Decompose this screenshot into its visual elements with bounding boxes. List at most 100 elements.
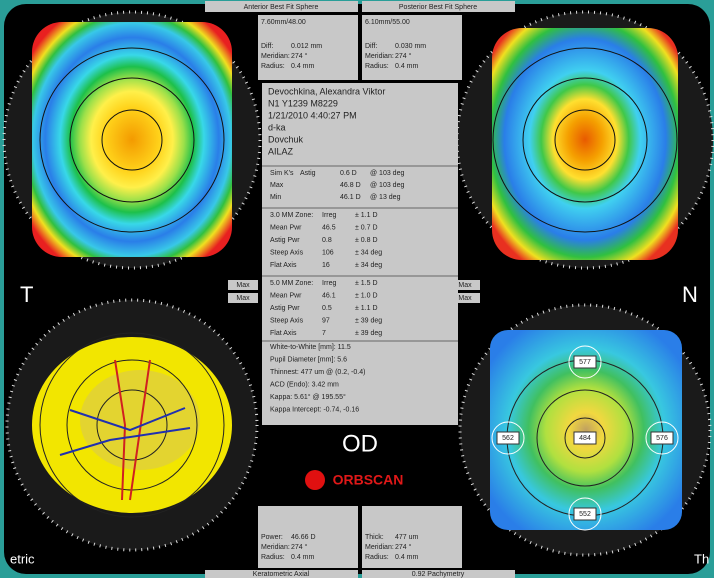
row-extra: @ 103 deg (370, 182, 404, 189)
box-value: 0.030 mm (395, 43, 426, 50)
row-label: Steep Axis (270, 249, 304, 256)
measurement: Pupil Diameter [mm]: 5.6 (270, 356, 347, 363)
row-value: 0.8 (322, 237, 332, 244)
row-label: Sim K's (270, 170, 294, 177)
pachymetry-value: 562 (502, 435, 514, 442)
patient-line: 1/21/2010 4:40:27 PM (268, 110, 357, 120)
box-value: 0.012 mm (291, 43, 322, 50)
eye-label: OD (342, 430, 378, 457)
side-label: T (20, 282, 33, 307)
max-label: Max (458, 282, 472, 289)
info-box (258, 506, 358, 568)
box-label: Meridian: (365, 544, 394, 551)
patient-line: d-ka (268, 122, 286, 132)
panel-dividers (262, 165, 458, 342)
axial-map (32, 22, 232, 257)
row-label: Mean Pwr (270, 224, 302, 231)
box-value: 274 ° (395, 543, 412, 551)
map-rings (492, 47, 678, 233)
label-bar (362, 1, 515, 12)
logo: ORBSCAN (333, 472, 404, 488)
row-value: 7 (322, 330, 326, 337)
box-value: 0.4 mm (395, 554, 419, 561)
max-button (228, 293, 258, 303)
row-label: 3.0 MM Zone: (270, 212, 313, 219)
row-extra: ± 1.0 D (355, 292, 378, 299)
row-label: 5.0 MM Zone: (270, 280, 313, 287)
box-label: Thick: (365, 534, 384, 541)
side-label: N (682, 282, 698, 307)
pachymetry-value: 577 (579, 359, 591, 366)
max-button (450, 293, 480, 303)
row-label: Flat Axis (270, 262, 297, 269)
summary-panel (262, 83, 458, 425)
row-value: 0.5 (322, 305, 332, 312)
footer-label: 0.92 Pachymetry (412, 571, 465, 578)
measurement: Thinnest: 477 um @ (0.2, -0.4) (270, 369, 365, 376)
box-value: 274 ° (395, 52, 412, 60)
row-extra: ± 34 deg (355, 249, 382, 256)
box-value: 46.66 D (291, 534, 316, 541)
steep-axis (114, 359, 151, 501)
box-title: 6.10mm/55.00 (365, 19, 410, 26)
max-button (450, 280, 480, 290)
label-bar (205, 570, 358, 578)
row-extra: ± 1.1 D (355, 212, 378, 219)
row-value: 16 (322, 262, 330, 269)
box-value: 0.4 mm (291, 554, 315, 561)
box-label: Radius: (365, 63, 389, 70)
label-bar (362, 570, 515, 578)
logo-mark (305, 470, 325, 490)
corner-label: Th (694, 551, 709, 566)
patient-line: Dovchuk (268, 134, 304, 144)
max-button (228, 280, 258, 290)
box-value: 274 ° (291, 52, 308, 60)
row-label: Flat Axis (270, 330, 297, 337)
box-label: Radius: (261, 554, 285, 561)
row-label: Astig Pwr (270, 305, 300, 312)
row-extra: ± 39 deg (355, 317, 382, 324)
box-value: 274 ° (291, 543, 308, 551)
box-label: Power: (261, 534, 283, 541)
max-label: Max (236, 295, 250, 302)
row-extra: ± 39 deg (355, 330, 382, 337)
row-extra: ± 34 deg (355, 262, 382, 269)
box-title: 7.60mm/48.00 (261, 19, 306, 26)
row-extra: ± 0.7 D (355, 224, 378, 231)
row-label: Steep Axis (270, 317, 304, 324)
map-rings (491, 345, 679, 531)
patient-line: Devochkina, Alexandra Viktor (268, 86, 385, 96)
pachymetry-value: 576 (656, 435, 668, 442)
box-label: Radius: (365, 554, 389, 561)
patient-line: AILAZ (268, 146, 294, 156)
row-value: 46.8 D (340, 182, 361, 189)
row-value: 46.1 (322, 292, 336, 299)
box-label: Meridian: (261, 544, 290, 551)
row-value: 46.5 (322, 224, 336, 231)
row-label: Max (270, 182, 284, 189)
elevation-map (492, 28, 678, 260)
box-value: 0.4 mm (291, 63, 315, 70)
pachymetry-map (490, 330, 682, 530)
max-label: Max (458, 295, 472, 302)
row-label: Min (270, 194, 281, 201)
row-value: 46.1 D (340, 194, 361, 201)
value-box (573, 431, 597, 445)
row-value: 0.6 D (340, 170, 357, 177)
box-label: Diff: (365, 43, 377, 50)
measurement: Kappa: 5.61° @ 195.55° (270, 393, 346, 401)
value-box (573, 507, 597, 521)
patient-line: N1 Y1239 M8229 (268, 98, 338, 108)
row-label: Astig Pwr (270, 237, 300, 244)
footer-label: Keratometric Axial (253, 571, 310, 578)
info-box (258, 15, 358, 80)
value-box (650, 431, 674, 445)
info-box (362, 506, 462, 568)
row-extra: ± 1.5 D (355, 280, 378, 287)
measurement: Kappa Intercept: -0.74, -0.16 (270, 406, 359, 413)
box-label: Diff: (261, 43, 273, 50)
row-type: Astig (300, 170, 316, 177)
row-label: Mean Pwr (270, 292, 302, 299)
box-value: 0.4 mm (395, 63, 419, 70)
